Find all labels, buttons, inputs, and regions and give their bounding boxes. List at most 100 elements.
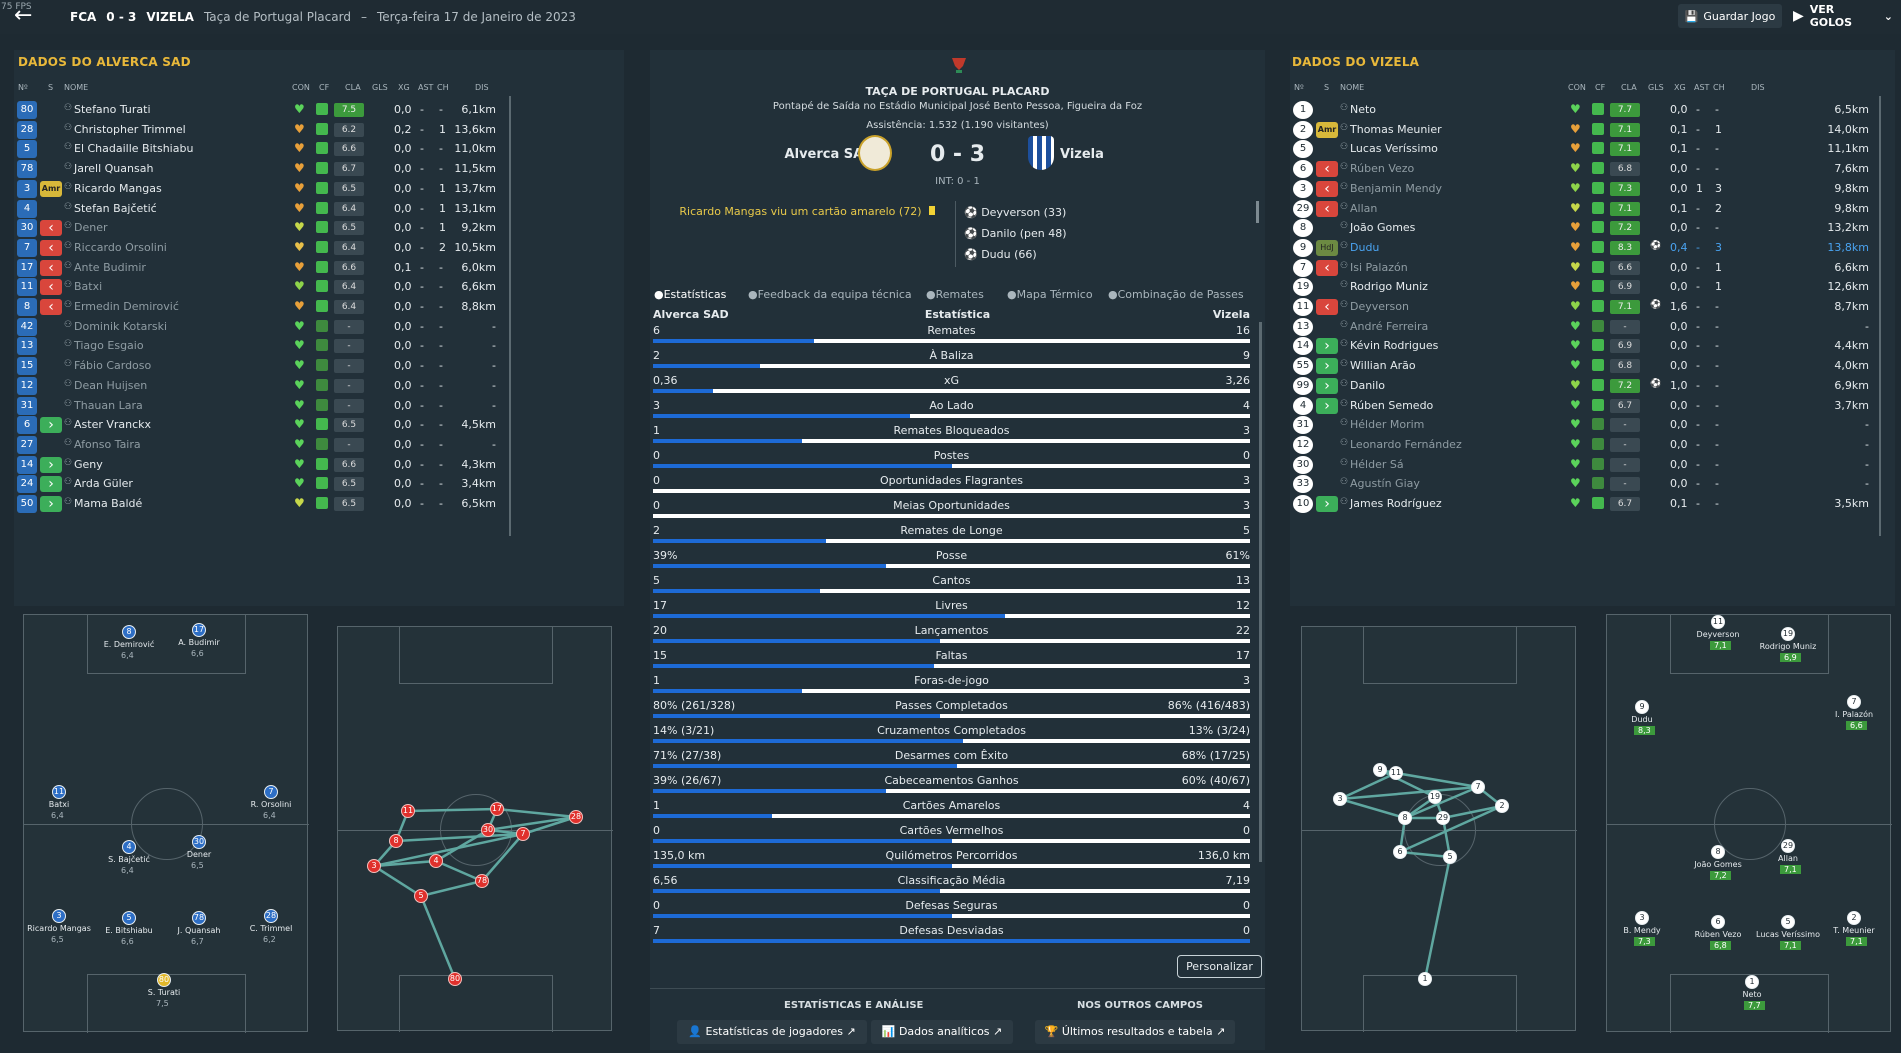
column-ast[interactable]: AST xyxy=(418,83,434,92)
player-name[interactable]: Benjamin Mendy xyxy=(1350,181,1443,195)
formation-player-marker[interactable]: 2 xyxy=(1847,911,1861,925)
pass-node[interactable]: 8 xyxy=(389,834,403,848)
column-cla[interactable]: CLA xyxy=(345,83,361,92)
latest-results-button[interactable]: 🏆 Últimos resultados e tabela ↗ xyxy=(1035,1020,1235,1044)
player-row[interactable]: 19 ⚇ Rodrigo Muniz ♥ 6.9 0,0- 1 12,6km xyxy=(1290,276,1895,298)
pass-node[interactable]: 4 xyxy=(429,854,443,868)
column-dis[interactable]: DIS xyxy=(1751,83,1765,92)
player-row[interactable]: 50 › ⚇ Mama Baldé ♥ 6.5 0,0- -6,5km xyxy=(14,493,624,515)
player-name[interactable]: André Ferreira xyxy=(1350,319,1429,333)
player-name[interactable]: Ante Budimir xyxy=(74,260,146,274)
player-name[interactable]: Dudu xyxy=(1350,240,1380,254)
tab-pass-combos[interactable]: ● Combinação de Passes xyxy=(1108,288,1244,301)
pass-node[interactable]: 5 xyxy=(1443,850,1457,864)
player-name[interactable]: Stefano Turati xyxy=(74,103,151,116)
events-scrollbar[interactable] xyxy=(1256,201,1259,223)
player-row[interactable]: 1 ⚇ Neto ♥ 7.7 0,0- -6,5km xyxy=(1290,99,1895,121)
player-name[interactable]: Deyverson xyxy=(1350,300,1409,313)
player-name[interactable]: Christopher Trimmel xyxy=(74,122,186,136)
pass-node[interactable]: 5 xyxy=(414,889,428,903)
player-row[interactable]: 4 ⚇ Stefan Bajčetić ♥ 6.4 0,0- 1 13,1km xyxy=(14,198,624,220)
column-con[interactable]: CON xyxy=(292,83,310,92)
player-row[interactable]: 80 ⚇ Stefano Turati ♥ 7.5 0,0- -6,1km xyxy=(14,99,624,121)
player-row[interactable]: 55 › ⚇ Willian Arão ♥ 6.8 0,0- -4,0km xyxy=(1290,355,1895,377)
column-ch[interactable]: CH xyxy=(1713,83,1725,92)
player-row[interactable]: 30 ⚇ Hélder Sá ♥ -0,0- - - xyxy=(1290,454,1895,476)
player-row[interactable]: 8 ‹ ⚇ Ermedin Demirović ♥ 6.4 0,0- -8,8km xyxy=(14,296,624,318)
formation-player-marker[interactable]: 3 xyxy=(52,909,66,923)
pass-node[interactable]: 19 xyxy=(1428,790,1442,804)
analytics-button[interactable]: 📊 Dados analíticos ↗ xyxy=(871,1020,1013,1044)
column-no[interactable]: Nº xyxy=(1294,83,1304,92)
player-name[interactable]: James Rodríguez xyxy=(1350,497,1442,510)
tab-heat-map[interactable]: ● Mapa Térmico xyxy=(1007,288,1093,301)
player-name[interactable]: Neto xyxy=(1350,103,1377,116)
formation-player-marker[interactable]: 78 xyxy=(192,911,206,925)
back-arrow-icon[interactable]: ← xyxy=(14,3,33,28)
player-name[interactable]: Rúben Vezo xyxy=(1350,162,1415,176)
column-name[interactable]: NOME xyxy=(64,83,89,92)
player-name[interactable]: Fábio Cardoso xyxy=(74,359,152,373)
column-xg[interactable]: XG xyxy=(398,83,410,92)
player-row[interactable]: 31 ⚇ Thauan Lara ♥ -0,0- - - xyxy=(14,395,624,417)
column-ast[interactable]: AST xyxy=(1694,83,1710,92)
player-row[interactable]: 13 ⚇ André Ferreira ♥ -0,0- - - xyxy=(1290,316,1895,338)
player-name[interactable]: Hélder Morim xyxy=(1350,418,1425,432)
formation-player-marker[interactable]: 5 xyxy=(122,911,136,925)
player-row[interactable]: 14 › ⚇ Kévin Rodrigues ♥ 6.9 0,0- -4,4km xyxy=(1290,335,1895,357)
pass-node[interactable]: 11 xyxy=(1389,766,1403,780)
save-game-button[interactable]: 💾 Guardar Jogo xyxy=(1678,4,1782,28)
formation-player-marker[interactable]: 8 xyxy=(122,625,136,639)
column-no[interactable]: Nº xyxy=(18,83,28,92)
pass-node[interactable]: 28 xyxy=(569,810,583,824)
tab-staff-feedback[interactable]: ● Feedback da equipa técnica xyxy=(748,288,912,301)
formation-player-marker[interactable]: 28 xyxy=(264,909,278,923)
pass-node[interactable]: 78 xyxy=(475,874,489,888)
player-row[interactable]: 3 ‹ ⚇ Benjamin Mendy ♥ 7.3 0,0 1 3 9,8km xyxy=(1290,178,1895,200)
player-name[interactable]: Rúben Semedo xyxy=(1350,398,1434,412)
player-name[interactable]: Stefan Bajčetić xyxy=(74,201,157,215)
formation-player-marker[interactable]: 9 xyxy=(1635,700,1649,714)
formation-player-marker[interactable]: 4 xyxy=(122,840,136,854)
player-row[interactable]: 6 ‹ ⚇ Rúben Vezo ♥ 6.8 0,0- -7,6km xyxy=(1290,158,1895,180)
player-row[interactable]: 5 ⚇ Lucas Veríssimo ♥ 7.1 0,1- -11,1km xyxy=(1290,138,1895,160)
player-row[interactable]: 15 ⚇ Fábio Cardoso ♥ -0,0- - - xyxy=(14,355,624,377)
player-name[interactable]: Riccardo Orsolini xyxy=(74,240,167,254)
column-dis[interactable]: DIS xyxy=(475,83,489,92)
pass-node[interactable]: 30 xyxy=(481,823,495,837)
view-goals-button[interactable]: ▶ VER GOLOS ⌄ xyxy=(1793,3,1893,29)
player-name[interactable]: Aster Vranckx xyxy=(74,418,152,432)
column-s[interactable]: S xyxy=(48,83,54,92)
formation-player-marker[interactable]: 30 xyxy=(192,835,206,849)
player-name[interactable]: Tiago Esgaio xyxy=(74,339,144,353)
player-stats-button[interactable]: 👤 Estatísticas de jogadores ↗ xyxy=(677,1020,867,1044)
player-row[interactable]: 7 ‹ ⚇ Isi Palazón ♥ 6.6 0,0- 1 6,6km xyxy=(1290,257,1895,279)
player-name[interactable]: Batxi xyxy=(74,280,103,294)
player-name[interactable]: Hélder Sá xyxy=(1350,457,1404,471)
player-name[interactable]: Afonso Taira xyxy=(74,437,141,451)
formation-player-marker[interactable]: 80 xyxy=(157,973,171,987)
formation-player-marker[interactable]: 29 xyxy=(1781,839,1795,853)
column-name[interactable]: NOME xyxy=(1340,83,1365,92)
pass-node[interactable]: 7 xyxy=(516,827,530,841)
column-cf[interactable]: CF xyxy=(319,83,330,92)
player-row[interactable]: 42 ⚇ Dominik Kotarski ♥ -0,0- - - xyxy=(14,316,624,338)
player-row[interactable]: 14 › ⚇ Geny ♥ 6.6 0,0- -4,3km xyxy=(14,454,624,476)
pass-node[interactable]: 1 xyxy=(1418,972,1432,986)
formation-player-marker[interactable]: 11 xyxy=(1711,615,1725,629)
pass-node[interactable]: 3 xyxy=(367,859,381,873)
player-row[interactable]: 3 Amr ⚇ Ricardo Mangas ♥ 6.5 0,0- 1 13,7km xyxy=(14,178,624,200)
chevron-down-icon[interactable]: ⌄ xyxy=(1883,9,1893,23)
player-name[interactable]: Ermedin Demirović xyxy=(74,300,179,313)
stats-scrollbar[interactable] xyxy=(1259,322,1262,862)
player-name[interactable]: Isi Palazón xyxy=(1350,260,1408,274)
player-row[interactable]: 33 ⚇ Agustín Giay ♥ -0,0- - - xyxy=(1290,473,1895,495)
pass-node[interactable]: 17 xyxy=(490,802,504,816)
pass-node[interactable]: 8 xyxy=(1398,811,1412,825)
player-name[interactable]: El Chadaille Bitshiabu xyxy=(74,142,194,156)
player-row[interactable]: 13 ⚇ Tiago Esgaio ♥ -0,0- - - xyxy=(14,335,624,357)
player-row[interactable]: 29 ‹ ⚇ Allan ♥ 7.1 0,1- 2 9,8km xyxy=(1290,198,1895,220)
table-scrollbar[interactable] xyxy=(1879,96,1881,536)
pass-node[interactable]: 7 xyxy=(1471,780,1485,794)
player-name[interactable]: Ricardo Mangas xyxy=(74,181,162,195)
